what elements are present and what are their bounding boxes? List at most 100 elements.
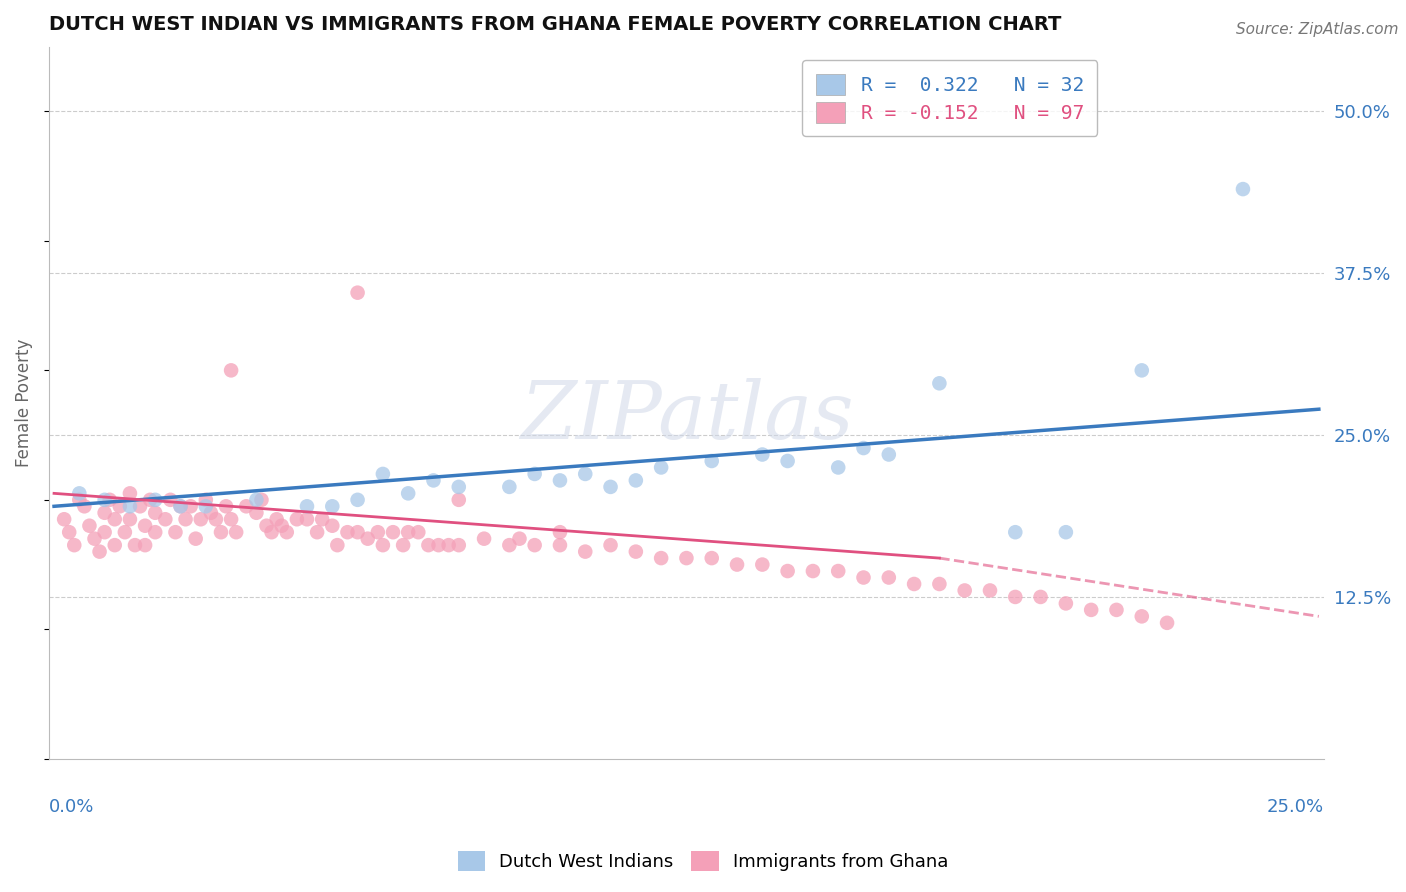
Point [498, 480, 520, 494]
Point [205, 512, 228, 526]
Point [285, 512, 308, 526]
Point [624, 474, 647, 488]
Point [143, 506, 166, 520]
Point [1054, 596, 1077, 610]
Point [346, 492, 368, 507]
Point [599, 538, 621, 552]
Point [877, 448, 900, 462]
Point [396, 486, 419, 500]
Point [73, 500, 96, 514]
Point [725, 558, 748, 572]
Point [599, 480, 621, 494]
Point [1029, 590, 1052, 604]
Point [472, 532, 495, 546]
Point [98, 492, 121, 507]
Point [371, 467, 394, 481]
Point [751, 558, 773, 572]
Point [498, 538, 520, 552]
Point [311, 512, 333, 526]
Point [371, 538, 394, 552]
Point [53, 512, 76, 526]
Point [165, 525, 187, 540]
Point [1054, 525, 1077, 540]
Point [382, 525, 405, 540]
Point [336, 525, 359, 540]
Point [700, 551, 723, 566]
Point [346, 285, 368, 300]
Point [118, 512, 141, 526]
Point [801, 564, 824, 578]
Point [392, 538, 415, 552]
Text: Source: ZipAtlas.com: Source: ZipAtlas.com [1236, 22, 1399, 37]
Point [827, 460, 849, 475]
Point [447, 480, 470, 494]
Point [700, 454, 723, 468]
Point [219, 512, 242, 526]
Point [266, 512, 288, 526]
Point [67, 486, 90, 500]
Point [548, 474, 571, 488]
Point [194, 500, 217, 514]
Point [256, 518, 278, 533]
Point [548, 538, 571, 552]
Point [235, 500, 257, 514]
Point [194, 492, 217, 507]
Point [134, 518, 156, 533]
Point [295, 500, 318, 514]
Point [418, 538, 440, 552]
Point [58, 525, 80, 540]
Point [508, 532, 530, 546]
Point [776, 454, 799, 468]
Text: DUTCH WEST INDIAN VS IMMIGRANTS FROM GHANA FEMALE POVERTY CORRELATION CHART: DUTCH WEST INDIAN VS IMMIGRANTS FROM GHA… [49, 15, 1062, 34]
Point [1004, 525, 1026, 540]
Point [184, 532, 207, 546]
Point [928, 376, 950, 391]
Point [776, 564, 799, 578]
Point [143, 492, 166, 507]
Point [852, 441, 875, 455]
Point [1105, 603, 1128, 617]
Point [408, 525, 430, 540]
Point [624, 544, 647, 558]
Point [1080, 603, 1102, 617]
Point [260, 525, 283, 540]
Point [307, 525, 329, 540]
Point [953, 583, 976, 598]
Legend: Dutch West Indians, Immigrants from Ghana: Dutch West Indians, Immigrants from Ghan… [450, 844, 956, 879]
Point [129, 500, 152, 514]
Point [1156, 615, 1178, 630]
Point [169, 500, 191, 514]
Point [574, 467, 596, 481]
Legend: R =  0.322   N = 32, R = -0.152   N = 97: R = 0.322 N = 32, R = -0.152 N = 97 [803, 60, 1098, 136]
Point [104, 512, 127, 526]
Point [67, 492, 90, 507]
Point [447, 492, 470, 507]
Point [852, 570, 875, 584]
Point [93, 525, 115, 540]
Point [209, 525, 232, 540]
Point [63, 538, 86, 552]
Point [1004, 590, 1026, 604]
Point [215, 500, 238, 514]
Point [139, 492, 162, 507]
Point [928, 577, 950, 591]
Point [155, 512, 177, 526]
Point [104, 538, 127, 552]
Point [1130, 609, 1153, 624]
Point [396, 525, 419, 540]
Point [83, 532, 105, 546]
Text: 0.0%: 0.0% [49, 798, 94, 816]
Point [523, 467, 546, 481]
Point [548, 525, 571, 540]
Point [650, 460, 672, 475]
Y-axis label: Female Poverty: Female Poverty [15, 339, 32, 467]
Point [79, 518, 101, 533]
Point [245, 492, 267, 507]
Point [979, 583, 1001, 598]
Point [827, 564, 849, 578]
Point [108, 500, 131, 514]
Point [321, 500, 343, 514]
Point [200, 506, 222, 520]
Point [367, 525, 389, 540]
Point [219, 363, 242, 377]
